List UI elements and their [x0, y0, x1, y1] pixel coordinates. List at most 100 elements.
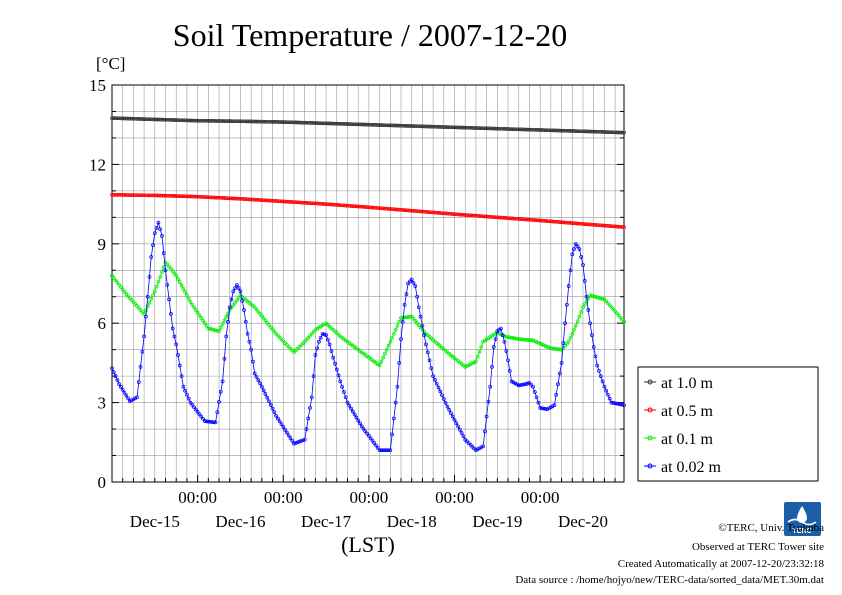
data-point: [575, 129, 580, 134]
data-point: [615, 130, 619, 135]
data-point: [536, 128, 541, 132]
data-point: [186, 296, 191, 301]
data-point: [263, 392, 268, 396]
data-point: [347, 403, 352, 408]
data-point: [274, 199, 278, 203]
data-point: [607, 130, 612, 135]
data-point: [504, 334, 509, 339]
data-point: [226, 119, 230, 123]
data-point: [256, 309, 261, 314]
data-point: [593, 223, 598, 227]
data-point: [368, 205, 373, 210]
data-point: [135, 395, 139, 400]
data-point: [511, 336, 516, 340]
data-point: [359, 122, 364, 127]
data-point: [177, 280, 182, 285]
data-point: [201, 118, 205, 123]
data-point: [254, 374, 259, 379]
data-point: [588, 129, 592, 134]
data-point: [598, 130, 603, 134]
data-point: [163, 260, 168, 265]
series-3: [110, 220, 626, 453]
data-point: [520, 217, 525, 222]
data-point: [217, 329, 221, 333]
data-point: [522, 127, 526, 132]
data-point: [565, 302, 569, 307]
data-point: [333, 202, 337, 207]
data-point: [568, 335, 573, 340]
data-point: [213, 195, 218, 200]
data-point: [593, 295, 598, 299]
data-point: [565, 341, 569, 346]
data-point: [390, 123, 394, 128]
data-point: [292, 200, 296, 204]
data-point: [124, 116, 129, 121]
data-point: [249, 347, 253, 352]
data-point: [579, 221, 584, 226]
data-point: [119, 193, 123, 197]
data-point: [497, 215, 501, 220]
data-point: [206, 419, 211, 424]
legend-label: at 0.1 m: [661, 431, 714, 448]
data-point: [550, 346, 555, 351]
data-point: [151, 193, 155, 198]
data-point: [404, 315, 409, 320]
data-point: [607, 303, 612, 308]
data-point: [622, 403, 626, 408]
data-point: [600, 130, 605, 134]
data-point: [336, 373, 341, 378]
data-point: [265, 395, 270, 400]
data-point: [218, 389, 223, 394]
data-point: [349, 122, 353, 126]
data-point: [315, 346, 320, 351]
data-point: [202, 419, 207, 423]
data-point: [145, 193, 150, 198]
data-point: [324, 333, 328, 337]
data-point: [399, 337, 403, 341]
data-point: [527, 338, 532, 342]
data-point: [236, 119, 241, 124]
data-point: [252, 305, 257, 310]
data-point: [215, 410, 220, 415]
data-point: [616, 130, 621, 135]
data-point: [183, 194, 187, 199]
data-point: [604, 388, 609, 393]
data-point: [556, 220, 560, 224]
data-point: [497, 126, 501, 131]
data-point: [242, 119, 246, 124]
data-point: [226, 320, 230, 324]
data-point: [254, 119, 259, 124]
data-point: [556, 128, 560, 133]
data-point: [215, 328, 220, 333]
data-point: [350, 204, 355, 208]
data-point: [383, 351, 387, 356]
data-point: [154, 226, 159, 230]
data-point: [233, 300, 237, 305]
data-point: [192, 305, 196, 310]
data-point: [133, 396, 138, 401]
data-point: [149, 297, 154, 301]
data-point: [119, 385, 123, 389]
data-point: [586, 129, 591, 134]
data-point: [283, 120, 287, 124]
data-point: [418, 209, 423, 214]
data-point: [199, 118, 204, 123]
data-point: [609, 305, 614, 310]
data-point: [468, 125, 473, 130]
data-point: [127, 193, 132, 197]
data-point: [441, 397, 446, 401]
data-point: [404, 124, 409, 128]
data-point: [229, 196, 234, 201]
data-point: [129, 398, 134, 403]
data-point: [531, 127, 535, 132]
data-point: [488, 214, 493, 219]
data-point: [411, 316, 416, 321]
data-point: [622, 320, 626, 324]
data-point: [167, 297, 171, 302]
data-point: [527, 217, 532, 222]
data-point: [377, 363, 382, 368]
data-point: [427, 358, 432, 363]
data-point: [188, 300, 193, 304]
data-point: [281, 199, 286, 204]
data-point: [185, 293, 189, 298]
